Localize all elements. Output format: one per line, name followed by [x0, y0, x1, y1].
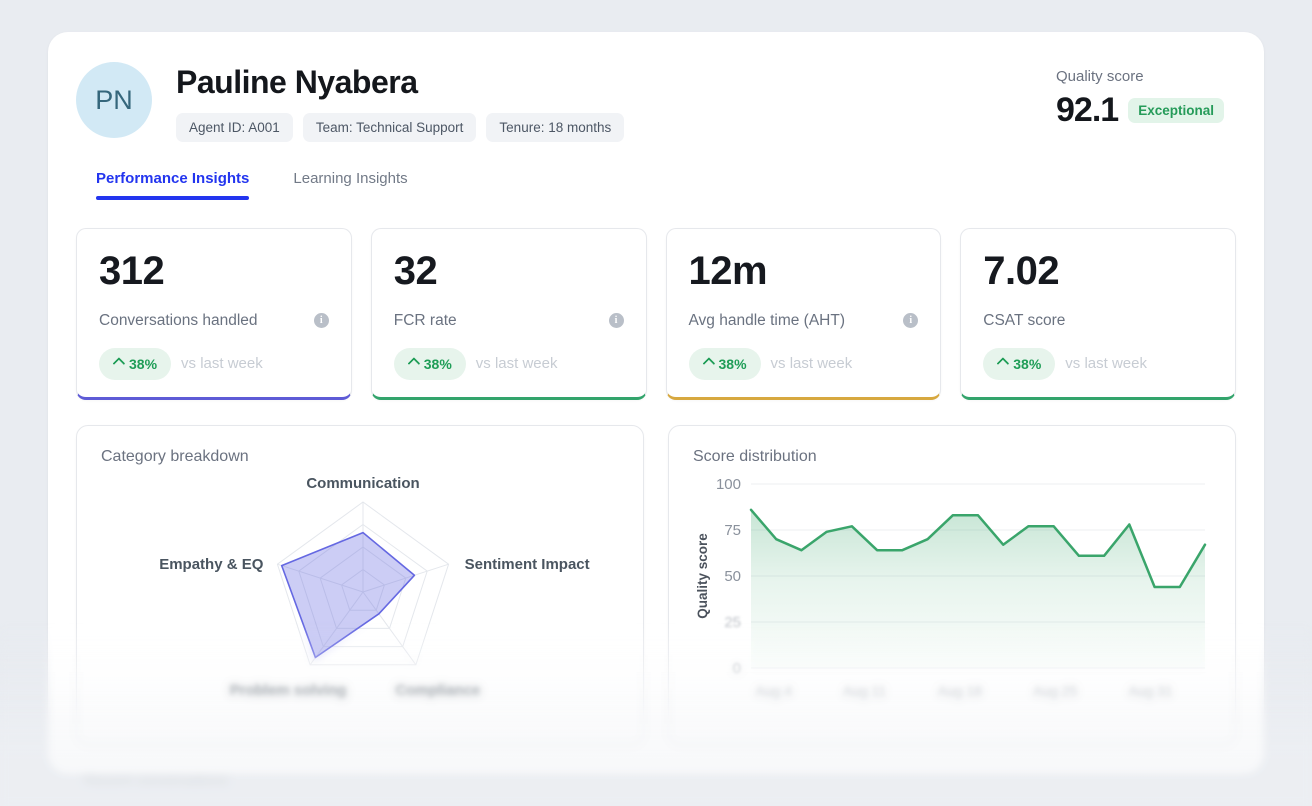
quality-score-block: Quality score 92.1 Exceptional [1056, 68, 1236, 130]
svg-text:Quality score: Quality score [695, 532, 710, 618]
metric-value: 7.02 [983, 248, 1060, 293]
svg-text:Communication: Communication [306, 475, 419, 492]
metric-delta-row: 38% vs last week [688, 347, 919, 380]
score-distribution-chart: 100 75 50 25 0 Aug 4 Aug 11 Aug 18 Aug 25 Aug 31 Q… [693, 472, 1211, 734]
metric-value: 32 [393, 248, 438, 293]
quality-score-row: 92.1 Exceptional [1056, 91, 1236, 130]
metric-label-row: CSAT score [983, 312, 1213, 330]
metric-card-conversations: 312 Conversations handled i 38% vs last … [76, 227, 352, 400]
svg-text:100: 100 [716, 476, 741, 493]
metric-value: 312 [99, 248, 165, 293]
delta-context: vs last week [475, 355, 558, 372]
svg-text:Aug 18: Aug 18 [938, 683, 983, 699]
score-distribution-card: Score distribution 100 75 50 25 0 Aug 4 Aug 11… [668, 424, 1236, 745]
agent-name: Pauline Nyabera [176, 64, 418, 100]
metric-delta-row: 38% vs last week [393, 347, 624, 380]
metric-label: FCR rate [393, 311, 457, 329]
metric-label-row: FCR rate i [394, 312, 624, 330]
svg-text:25: 25 [724, 614, 741, 631]
radar-chart: Communication Sentiment Impact Compliance P… [101, 472, 619, 734]
metric-card-csat: 7.02 CSAT score 38% vs last week [960, 227, 1236, 400]
info-icon[interactable]: i [313, 313, 329, 328]
tab-performance-label: Performance Insights [96, 170, 250, 187]
delta-value: 38% [1013, 355, 1042, 372]
metric-label: CSAT score [983, 311, 1066, 329]
metric-card-aht: 12m Avg handle time (AHT) i 38% vs last … [665, 227, 942, 400]
delta-value: 38% [129, 355, 158, 372]
metric-label-row: Conversations handled i [99, 312, 329, 330]
tab-performance-insights[interactable]: Performance Insights [96, 170, 250, 200]
metric-value: 12m [688, 248, 768, 293]
delta-value: 38% [718, 355, 747, 372]
svg-text:Aug 25: Aug 25 [1033, 683, 1078, 699]
chevron-up-icon [407, 357, 421, 370]
metric-label: Avg handle time (AHT) [688, 311, 846, 329]
info-icon[interactable]: i [608, 313, 624, 328]
charts-row: Category breakdown Communication Sentimen… [76, 424, 1236, 745]
delta-badge: 38% [983, 347, 1056, 380]
chevron-up-icon [996, 357, 1010, 370]
svg-text:Empathy & EQ: Empathy & EQ [159, 556, 264, 573]
svg-text:0: 0 [733, 660, 741, 677]
agent-info: Pauline Nyabera Agent ID: A001 Team: Tec… [176, 62, 1056, 142]
metric-label-row: Avg handle time (AHT) i [689, 312, 919, 330]
svg-text:Problem solving: Problem solving [230, 681, 347, 698]
info-icon[interactable]: i [903, 313, 919, 328]
svg-text:Aug 11: Aug 11 [843, 683, 887, 699]
svg-text:Sentiment Impact: Sentiment Impact [465, 556, 590, 573]
tab-learning-label: Learning Insights [293, 170, 408, 187]
metric-label: Conversations handled [99, 311, 258, 329]
metric-delta-row: 38% vs last week [983, 347, 1213, 380]
svg-text:75: 75 [724, 522, 741, 539]
svg-text:Aug 31: Aug 31 [1128, 683, 1173, 699]
delta-context: vs last week [770, 355, 853, 372]
tenure-badge: Tenure: 18 months [486, 113, 625, 142]
quality-score-label: Quality score [1056, 68, 1144, 85]
chevron-up-icon [112, 357, 126, 370]
svg-text:Aug 4: Aug 4 [755, 683, 792, 699]
tab-learning-insights[interactable]: Learning Insights [293, 170, 407, 200]
team-badge: Team: Technical Support [302, 113, 477, 142]
agent-badges: Agent ID: A001 Team: Technical Support T… [176, 113, 1056, 142]
category-breakdown-title: Category breakdown [101, 447, 249, 465]
delta-context: vs last week [181, 355, 263, 372]
delta-value: 38% [423, 355, 452, 372]
insights-tabs: Performance Insights Learning Insights [96, 170, 1236, 200]
metric-delta-row: 38% vs last week [99, 347, 329, 380]
category-breakdown-card: Category breakdown Communication Sentimen… [76, 424, 644, 745]
delta-context: vs last week [1065, 355, 1147, 372]
delta-badge: 38% [688, 347, 761, 380]
quality-rating-badge: Exceptional [1128, 98, 1224, 123]
svg-text:50: 50 [724, 568, 741, 585]
agent-id-badge: Agent ID: A001 [176, 113, 293, 142]
svg-text:Compliance: Compliance [395, 681, 480, 698]
delta-badge: 38% [393, 347, 466, 380]
active-tab-underline [96, 196, 250, 200]
avatar: PN [76, 62, 152, 138]
chevron-up-icon [702, 357, 715, 370]
quality-score-value: 92.1 [1056, 91, 1119, 129]
profile-header: PN Pauline Nyabera Agent ID: A001 Team: … [76, 62, 1236, 142]
metrics-row: 312 Conversations handled i 38% vs last … [76, 227, 1236, 400]
agent-profile-card: PN Pauline Nyabera Agent ID: A001 Team: … [48, 32, 1264, 774]
delta-badge: 38% [99, 347, 172, 380]
footer-note: Recent conversations [84, 772, 229, 789]
metric-card-fcr: 32 FCR rate i 38% vs last week [370, 227, 647, 400]
score-distribution-title: Score distribution [693, 447, 817, 465]
